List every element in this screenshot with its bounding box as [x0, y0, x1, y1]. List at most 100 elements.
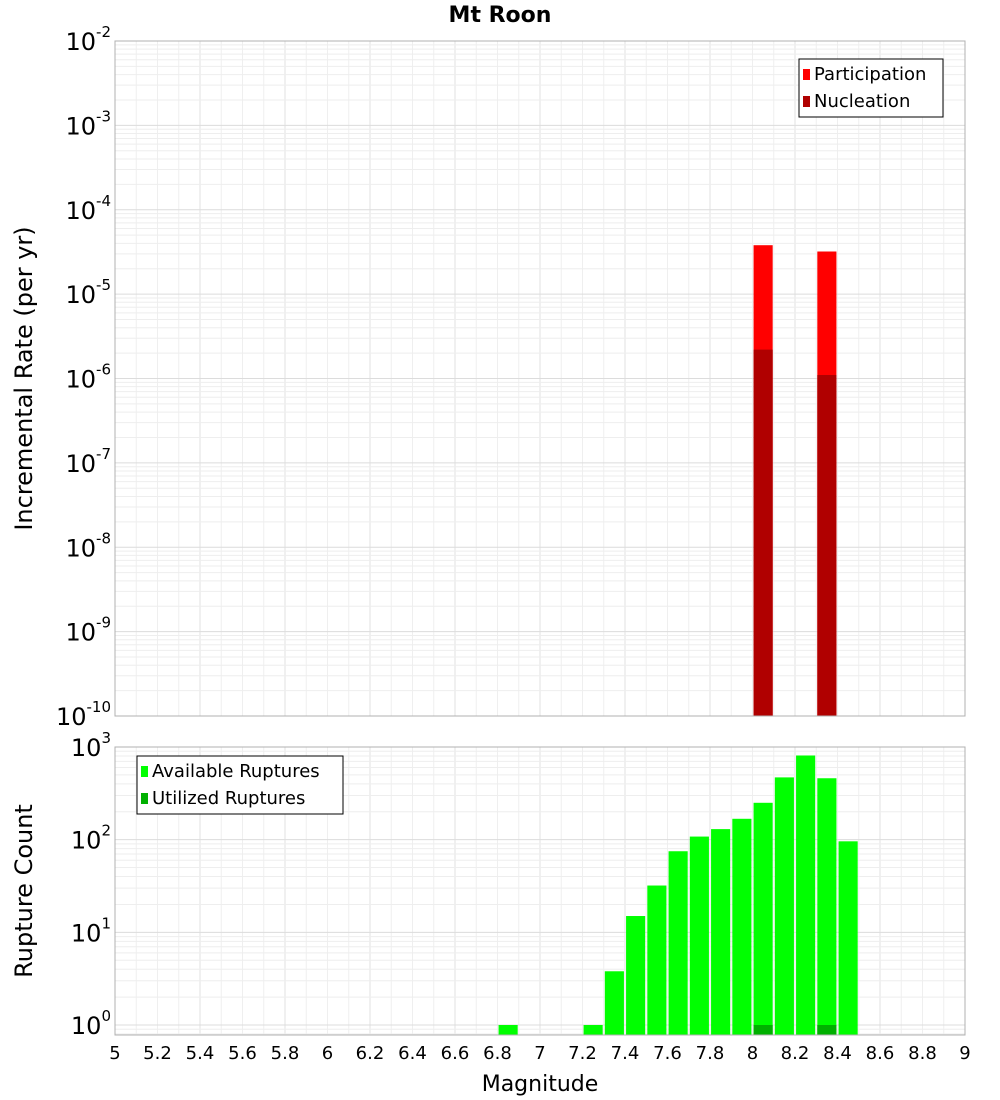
- y-tick-label: 10-6: [65, 361, 111, 394]
- bar-nucleation: [817, 375, 837, 716]
- bottom-plot-frame: [114, 746, 966, 1036]
- bar-available-ruptures: [817, 778, 837, 1035]
- bar-available-ruptures: [732, 818, 752, 1035]
- y-tick-base: 10: [71, 827, 102, 855]
- x-tick-label: 9: [959, 1043, 970, 1064]
- top-legend: Participation Nucleation: [798, 58, 944, 118]
- y-tick-label: 10-10: [56, 698, 111, 731]
- x-tick-label: 7: [534, 1043, 545, 1064]
- y-tick-label: 10-9: [65, 614, 111, 647]
- x-tick-label: 6.4: [398, 1043, 427, 1064]
- bar-available-ruptures: [796, 755, 816, 1035]
- y-tick-exponent: -5: [96, 276, 111, 294]
- x-tick-label: 6.6: [441, 1043, 470, 1064]
- y-tick-base: 10: [65, 366, 96, 394]
- bar-available-ruptures: [711, 829, 731, 1035]
- bar-available-ruptures: [583, 1025, 603, 1035]
- bar-available-ruptures: [498, 1025, 518, 1035]
- y-tick-exponent: 0: [101, 1007, 111, 1025]
- y-tick-label: 102: [71, 822, 111, 855]
- y-tick-base: 10: [71, 1012, 102, 1040]
- legend-label: Utilized Ruptures: [152, 788, 305, 809]
- y-tick-exponent: -9: [96, 614, 111, 632]
- legend-box: [798, 58, 944, 118]
- x-tick-label: 5.4: [186, 1043, 215, 1064]
- top-gridlines: [114, 40, 966, 717]
- bar-available-ruptures: [647, 885, 667, 1035]
- y-tick-exponent: 1: [101, 914, 111, 932]
- x-tick-label: 8: [747, 1043, 758, 1064]
- x-tick-label: 5.2: [143, 1043, 172, 1064]
- y-tick-exponent: 3: [101, 729, 111, 747]
- x-tick-label: 8.4: [823, 1043, 852, 1064]
- bar-available-ruptures: [626, 916, 646, 1035]
- y-tick-base: 10: [65, 281, 96, 309]
- y-tick-base: 10: [65, 534, 96, 562]
- legend-box: [136, 755, 344, 815]
- y-tick-label: 10-5: [65, 276, 111, 309]
- legend-swatch: [141, 793, 148, 804]
- bar-available-ruptures: [753, 802, 773, 1035]
- bar-available-ruptures: [774, 777, 794, 1035]
- y-tick-label: 101: [71, 914, 111, 947]
- legend-label: Participation: [814, 64, 926, 85]
- y-tick-exponent: -7: [96, 445, 111, 463]
- x-tick-label: 8.8: [908, 1043, 937, 1064]
- x-tick-labels: 5 5.2 5.4 5.6 5.8 6 6.2 6.4 6.6 6.8 7 7.2 7.4 7.6 7.8 8…: [109, 1043, 970, 1064]
- x-tick-label: 6.8: [483, 1043, 512, 1064]
- y-tick-base: 10: [65, 197, 96, 225]
- x-tick-label: 6.2: [356, 1043, 385, 1064]
- y-tick-exponent: -10: [87, 698, 112, 716]
- y-tick-label: 10-8: [65, 529, 111, 562]
- y-tick-exponent: -2: [96, 23, 111, 41]
- bar-nucleation: [753, 349, 773, 716]
- bottom-y-axis-label: Rupture Count: [10, 804, 38, 978]
- bottom-bars: [498, 755, 858, 1035]
- x-tick-label: 5.6: [228, 1043, 257, 1064]
- y-tick-base: 10: [71, 734, 102, 762]
- y-tick-base: 10: [65, 28, 96, 56]
- y-tick-base: 10: [65, 619, 96, 647]
- bar-utilized-ruptures: [817, 1025, 837, 1035]
- y-tick-label: 10-7: [65, 445, 111, 478]
- legend-swatch: [803, 69, 810, 80]
- x-tick-label: 7.4: [611, 1043, 640, 1064]
- x-tick-label: 8.6: [866, 1043, 895, 1064]
- x-tick-label: 5.8: [271, 1043, 300, 1064]
- x-tick-label: 7.2: [568, 1043, 597, 1064]
- y-tick-base: 10: [65, 450, 96, 478]
- x-tick-label: 5: [109, 1043, 120, 1064]
- x-tick-label: 6: [322, 1043, 333, 1064]
- x-tick-label: 7.6: [653, 1043, 682, 1064]
- y-tick-label: 10-3: [65, 107, 111, 140]
- legend-swatch: [141, 766, 148, 777]
- y-tick-exponent: -6: [96, 361, 111, 379]
- bar-available-ruptures: [838, 841, 858, 1035]
- y-tick-base: 10: [71, 919, 102, 947]
- y-tick-base: 10: [65, 112, 96, 140]
- x-tick-label: 7.8: [696, 1043, 725, 1064]
- legend-label: Available Ruptures: [152, 761, 320, 782]
- top-bars: [753, 245, 837, 717]
- y-tick-label: 10-2: [65, 23, 111, 56]
- top-plot-frame: [114, 40, 966, 717]
- bar-available-ruptures: [604, 971, 624, 1035]
- y-tick-label: 100: [71, 1007, 111, 1040]
- bar-available-ruptures: [668, 851, 688, 1035]
- bar-utilized-ruptures: [753, 1025, 773, 1035]
- x-axis-label: Magnitude: [482, 1072, 599, 1097]
- bar-available-ruptures: [689, 836, 709, 1035]
- y-tick-exponent: -3: [96, 107, 111, 125]
- legend-label: Nucleation: [814, 91, 910, 112]
- chart-title: Mt Roon: [449, 3, 552, 28]
- y-tick-label: 103: [71, 729, 111, 762]
- legend-swatch: [803, 96, 810, 107]
- x-tick-label: 8.2: [781, 1043, 810, 1064]
- bottom-legend: Available Ruptures Utilized Ruptures: [136, 755, 344, 815]
- top-y-axis-label: Incremental Rate (per yr): [10, 226, 38, 530]
